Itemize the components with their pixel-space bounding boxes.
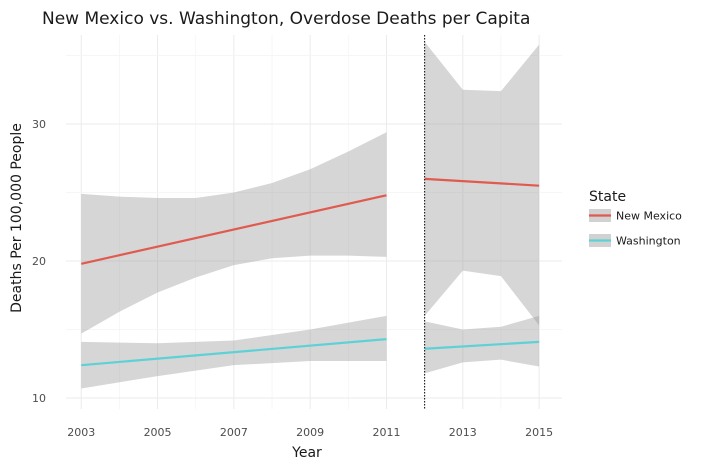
x-tick-label: 2005 <box>144 426 172 439</box>
legend-label: New Mexico <box>616 210 682 223</box>
legend-item-new-mexico: New Mexico <box>589 209 682 223</box>
y-axis-ticks: 10 20 30 <box>32 118 46 405</box>
legend-items: New Mexico Washington <box>589 209 682 248</box>
x-tick-label: 2007 <box>220 426 248 439</box>
chart-title: New Mexico vs. Washington, Overdose Deat… <box>42 9 530 29</box>
confidence-band-new-mexico-1 <box>81 132 387 334</box>
legend-label: Washington <box>616 235 681 248</box>
series-lines <box>81 177 540 367</box>
legend-item-washington: Washington <box>589 234 681 248</box>
legend-title: State <box>589 189 626 205</box>
series-line-new-mexico-2 <box>424 177 540 187</box>
y-tick-label: 30 <box>32 118 46 131</box>
x-tick-label: 2009 <box>296 426 324 439</box>
x-tick-label: 2003 <box>67 426 95 439</box>
x-axis-ticks: 2003 2005 2007 2009 2011 2013 2015 <box>67 426 553 439</box>
x-axis-title: Year <box>291 445 322 461</box>
y-tick-label: 10 <box>32 392 46 405</box>
legend: State New Mexico Washington <box>589 189 682 248</box>
series-line-washington-1 <box>81 338 387 367</box>
series-line-washington-2 <box>424 340 540 350</box>
confidence-band-new-mexico-2 <box>424 41 540 326</box>
series-line-new-mexico-1 <box>81 194 387 265</box>
x-tick-label: 2013 <box>449 426 477 439</box>
x-tick-label: 2015 <box>525 426 553 439</box>
y-tick-label: 20 <box>32 255 46 268</box>
y-axis-title: Deaths Per 100,000 People <box>9 123 25 313</box>
x-tick-label: 2011 <box>372 426 400 439</box>
grid <box>66 35 562 409</box>
